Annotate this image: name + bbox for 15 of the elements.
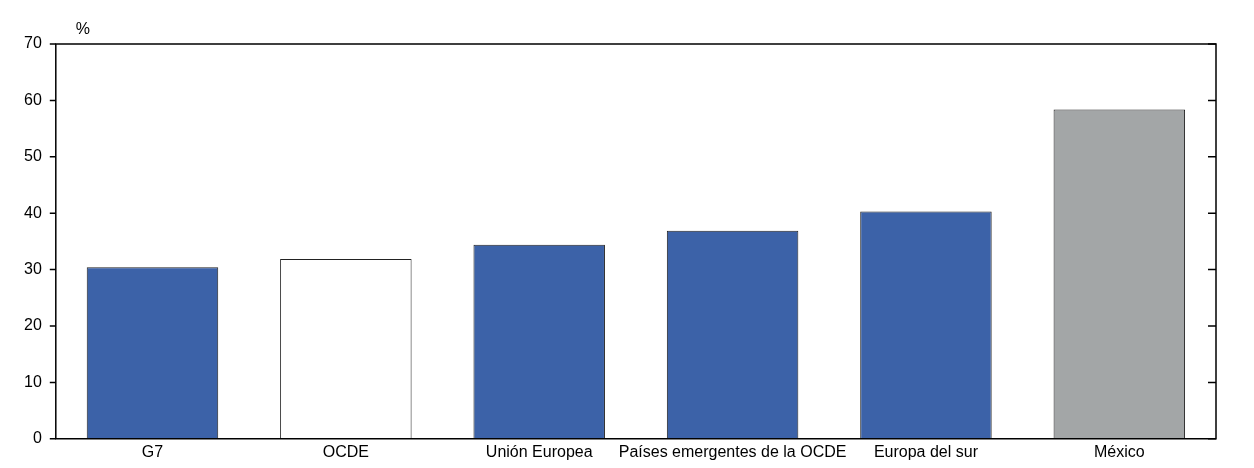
y-tick-label: 10 xyxy=(24,372,42,390)
x-tick-label: Europa del sur xyxy=(873,442,979,460)
y-tick-label: 60 xyxy=(24,90,42,108)
y-tick-label: 70 xyxy=(24,34,42,52)
x-tick-label: México xyxy=(1093,442,1145,460)
x-tick-label: OCDE xyxy=(322,442,369,460)
x-tick-label: G7 xyxy=(141,442,164,460)
x-tick-label: Países emergentes de la OCDE xyxy=(618,442,847,460)
y-tick-label: 30 xyxy=(24,260,42,278)
y-tick-label: 50 xyxy=(24,147,42,165)
y-tick-label: 40 xyxy=(24,203,42,221)
y-tick-label: 0 xyxy=(32,429,42,447)
y-tick-label: 20 xyxy=(24,316,42,334)
x-tick-label: Unión Europea xyxy=(485,442,593,460)
y-axis-title: % xyxy=(75,20,91,38)
